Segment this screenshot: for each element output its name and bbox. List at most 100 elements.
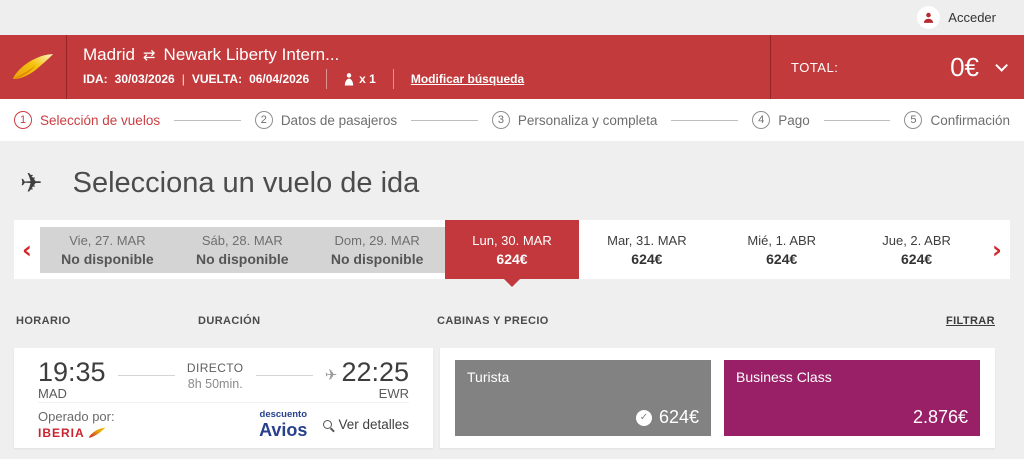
column-cabinas: CABINAS Y PRECIO xyxy=(437,315,549,327)
route-destination: Newark Liberty Intern... xyxy=(163,45,340,64)
step-confirmacion[interactable]: 5 Confirmación xyxy=(904,111,1010,129)
iberia-swoosh-icon xyxy=(88,427,105,438)
arrival-airport: EWR xyxy=(378,386,410,401)
total-price-zone[interactable]: TOTAL: 0€ xyxy=(770,35,1024,99)
divider xyxy=(326,69,328,89)
step-connector xyxy=(823,119,891,121)
operator-name: IBERIA xyxy=(38,426,85,440)
exchange-arrows-icon: ⇄ xyxy=(142,46,156,64)
step-personaliza[interactable]: 3 Personaliza y completa xyxy=(491,111,658,129)
flight-duration-block: DIRECTO 8h 50min. xyxy=(187,361,244,391)
step-number: 4 xyxy=(752,111,771,129)
divider xyxy=(392,69,394,89)
date-cell[interactable]: Mié, 1. ABR 624€ xyxy=(714,220,849,279)
date-day: Lun, 30. MAR xyxy=(472,232,552,248)
cabin-name: Turista xyxy=(467,369,510,385)
cabin-options-card: Turista ✓ 624€ Business Class 2.876€ xyxy=(440,348,995,448)
top-bar: Acceder xyxy=(0,0,1024,35)
departure-airport: MAD xyxy=(38,386,67,401)
flight-meta: Operado por: IBERIA descuento Avios Ver … xyxy=(38,402,409,440)
progress-steps: 1 Selección de vuelos 2 Datos de pasajer… xyxy=(0,99,1024,141)
step-number: 5 xyxy=(904,111,923,129)
user-icon xyxy=(917,6,941,29)
plane-icon: ✈ xyxy=(324,366,338,384)
view-details-button[interactable]: Ver detalles xyxy=(323,417,409,432)
filter-link[interactable]: FILTRAR xyxy=(945,315,995,327)
route-line xyxy=(255,374,313,376)
flight-actions: descuento Avios Ver detalles xyxy=(259,410,409,439)
operator-block: Operado por: IBERIA xyxy=(38,409,115,440)
avios-discount-label: descuento xyxy=(259,409,308,421)
trip-dates: IDA: 30/03/2026 | VUELTA: 06/04/2026 x 1… xyxy=(83,69,770,89)
flight-duration: 8h 50min. xyxy=(187,377,243,391)
page-title: Selecciona un vuelo de ida xyxy=(72,167,420,199)
avios-logo: Avios xyxy=(259,419,308,440)
date-day: Vie, 27. MAR xyxy=(69,232,146,248)
iberia-logo[interactable] xyxy=(0,35,67,99)
date-carousel: ‹ Vie, 27. MAR No disponible Sáb, 28. MA… xyxy=(14,220,1010,287)
flight-info-card: 19:35 MAD DIRECTO 8h 50min. ✈ 22:25 EWR … xyxy=(14,348,433,448)
date-price: 624€ xyxy=(631,250,663,267)
step-connector xyxy=(174,119,241,121)
carousel-next-button[interactable]: › xyxy=(992,235,1002,264)
step-label: Confirmación xyxy=(930,112,1010,128)
cabin-price-value: 624€ xyxy=(658,407,699,427)
cabin-price-value: 2.876€ xyxy=(912,407,968,427)
date-cell: Vie, 27. MAR No disponible xyxy=(40,226,175,273)
date-cell[interactable]: Jue, 2. ABR 624€ xyxy=(849,220,984,279)
chevron-down-icon[interactable] xyxy=(995,58,1008,72)
airplane-icon: ✈ xyxy=(20,168,43,199)
route-origin: Madrid xyxy=(83,45,135,64)
date-cell: Dom, 29. MAR No disponible xyxy=(309,226,445,273)
modify-search-link[interactable]: Modificar búsqueda xyxy=(410,72,525,86)
return-label: VUELTA: xyxy=(191,72,243,86)
step-label: Personaliza y completa xyxy=(517,112,658,128)
flight-schedule: 19:35 MAD DIRECTO 8h 50min. ✈ 22:25 EWR xyxy=(38,356,409,402)
flight-selection-section: ✈ Selecciona un vuelo de ida ‹ Vie, 27. … xyxy=(0,141,1024,448)
login-button[interactable]: Acceder xyxy=(917,6,996,29)
cabin-turista[interactable]: Turista ✓ 624€ xyxy=(455,360,711,436)
search-summary: Madrid ⇄ Newark Liberty Intern... IDA: 3… xyxy=(67,35,770,99)
step-label: Selección de vuelos xyxy=(40,112,161,128)
column-horario: HORARIO xyxy=(16,315,71,327)
date-day: Dom, 29. MAR xyxy=(334,232,420,248)
carousel-cells: Vie, 27. MAR No disponible Sáb, 28. MAR … xyxy=(40,220,984,287)
magnifier-icon xyxy=(323,420,333,429)
cabin-price: 2.876€ xyxy=(913,407,968,428)
flight-type: DIRECTO xyxy=(186,361,244,375)
seal-check-icon: ✓ xyxy=(635,409,652,426)
arrival-block: 22:25 EWR xyxy=(341,357,409,401)
date-cell[interactable]: Mar, 31. MAR 624€ xyxy=(579,220,714,279)
outbound-date: 30/03/2026 xyxy=(114,72,175,86)
date-price: 624€ xyxy=(766,250,798,267)
step-label: Datos de pasajeros xyxy=(280,112,398,128)
date-separator: | xyxy=(181,72,185,86)
date-cell-selected[interactable]: Lun, 30. MAR 624€ xyxy=(444,220,580,287)
section-title-row: ✈ Selecciona un vuelo de ida xyxy=(0,141,1024,220)
date-day: Jue, 2. ABR xyxy=(882,232,951,248)
date-day: Mar, 31. MAR xyxy=(607,232,687,248)
step-pago[interactable]: 4 Pago xyxy=(752,111,810,129)
step-datos-de-pasajeros[interactable]: 2 Datos de pasajeros xyxy=(254,111,398,129)
operated-by-label: Operado por: xyxy=(38,409,115,424)
cabin-price: ✓ 624€ xyxy=(635,407,699,428)
avios-discount-badge: descuento Avios xyxy=(259,410,307,439)
step-seleccion-de-vuelos[interactable]: 1 Selección de vuelos xyxy=(14,111,160,129)
step-number: 2 xyxy=(254,111,273,129)
results-column-headers: HORARIO DURACIÓN CABINAS Y PRECIO FILTRA… xyxy=(14,315,1010,330)
arrival-time: 22:25 xyxy=(341,357,410,387)
total-value: 0€ xyxy=(950,51,979,82)
carousel-prev-button[interactable]: ‹ xyxy=(22,235,32,264)
date-price: 624€ xyxy=(496,250,528,267)
departure-block: 19:35 MAD xyxy=(38,357,106,401)
date-price: 624€ xyxy=(901,250,933,267)
date-price: No disponible xyxy=(61,250,154,267)
total-label: TOTAL: xyxy=(791,59,839,75)
cabin-name: Business Class xyxy=(736,369,832,385)
cabin-business-class[interactable]: Business Class 2.876€ xyxy=(724,360,980,436)
departure-time: 19:35 xyxy=(38,357,106,387)
date-cell: Sáb, 28. MAR No disponible xyxy=(174,226,310,273)
flight-result-row: 19:35 MAD DIRECTO 8h 50min. ✈ 22:25 EWR … xyxy=(14,348,995,448)
outbound-label: IDA: xyxy=(83,72,108,86)
date-day: Sáb, 28. MAR xyxy=(201,232,283,248)
